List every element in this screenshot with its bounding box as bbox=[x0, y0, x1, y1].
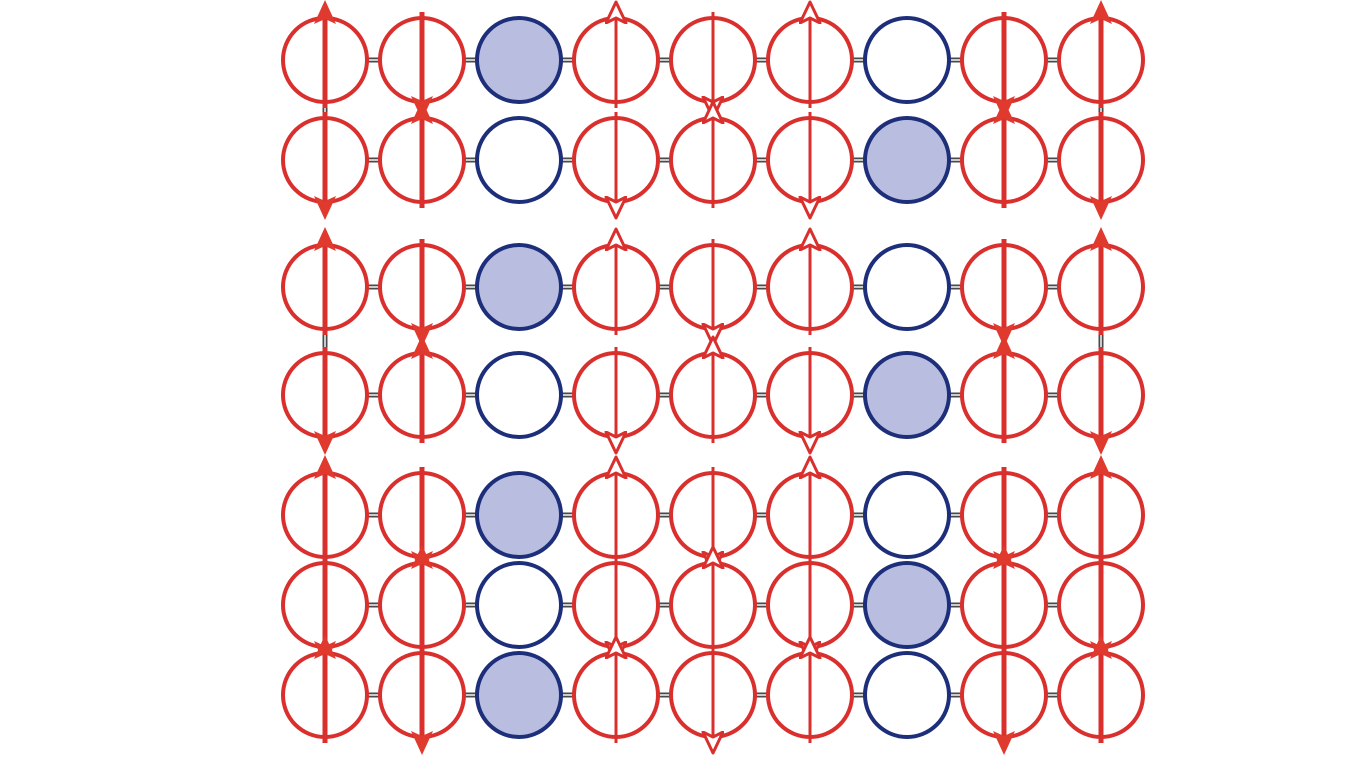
vacancy-site bbox=[477, 18, 561, 102]
empty-circle-icon bbox=[865, 245, 949, 329]
filled-circle-icon bbox=[865, 563, 949, 647]
vacancy-site bbox=[865, 473, 949, 557]
vacancy-site bbox=[477, 653, 561, 737]
lattice-svg bbox=[0, 0, 1350, 759]
empty-circle-icon bbox=[477, 563, 561, 647]
empty-circle-icon bbox=[865, 653, 949, 737]
filled-circle-icon bbox=[865, 118, 949, 202]
vacancy-site bbox=[477, 118, 561, 202]
empty-circle-icon bbox=[865, 18, 949, 102]
filled-circle-icon bbox=[865, 353, 949, 437]
empty-circle-icon bbox=[865, 473, 949, 557]
filled-circle-icon bbox=[477, 653, 561, 737]
filled-circle-icon bbox=[477, 245, 561, 329]
vacancy-site bbox=[865, 653, 949, 737]
filled-circle-icon bbox=[477, 473, 561, 557]
spin-lattice-diagram bbox=[0, 0, 1350, 759]
vacancy-site bbox=[865, 245, 949, 329]
filled-circle-icon bbox=[477, 18, 561, 102]
sites-layer bbox=[283, 12, 1143, 743]
empty-circle-icon bbox=[477, 353, 561, 437]
empty-circle-icon bbox=[477, 118, 561, 202]
vacancy-site bbox=[477, 473, 561, 557]
vacancy-site bbox=[865, 118, 949, 202]
vacancy-site bbox=[865, 18, 949, 102]
vacancy-site bbox=[477, 563, 561, 647]
vacancy-site bbox=[865, 353, 949, 437]
vacancy-site bbox=[477, 353, 561, 437]
vacancy-site bbox=[865, 563, 949, 647]
vacancy-site bbox=[477, 245, 561, 329]
